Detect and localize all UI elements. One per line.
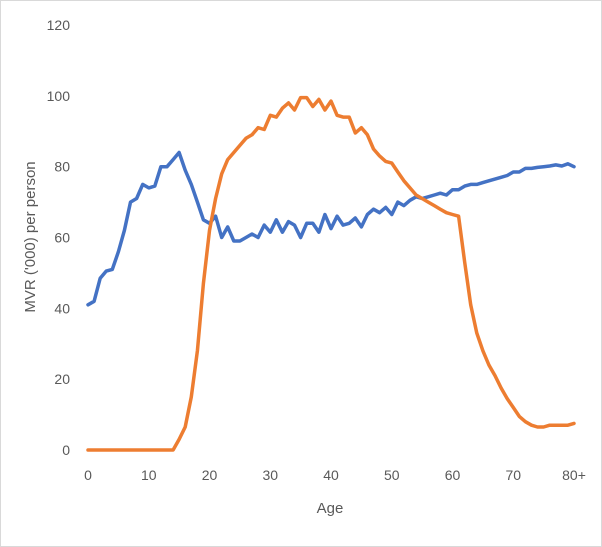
x-tick-label: 70 — [505, 467, 521, 483]
x-tick-label: 40 — [323, 467, 339, 483]
y-tick-label: 80 — [54, 159, 70, 175]
series-line-2 — [86, 95, 576, 452]
x-tick-label: 0 — [84, 467, 92, 483]
y-axis-title: MVR ('000) per person — [22, 161, 39, 312]
y-tick-label: 100 — [47, 88, 71, 104]
y-tick-label: 120 — [47, 17, 71, 33]
y-tick-label: 40 — [54, 300, 70, 316]
y-tick-label: 0 — [62, 442, 70, 458]
x-tick-label: 20 — [202, 467, 218, 483]
x-tick-label: 60 — [445, 467, 461, 483]
x-tick-label: 30 — [262, 467, 278, 483]
x-tick-label: 80+ — [562, 467, 586, 483]
x-axis-title: Age — [317, 500, 344, 517]
series-line-1 — [86, 150, 576, 307]
x-tick-label: 50 — [384, 467, 400, 483]
y-tick-label: 20 — [54, 371, 70, 387]
x-tick-label: 10 — [141, 467, 157, 483]
y-tick-label: 60 — [54, 230, 70, 246]
